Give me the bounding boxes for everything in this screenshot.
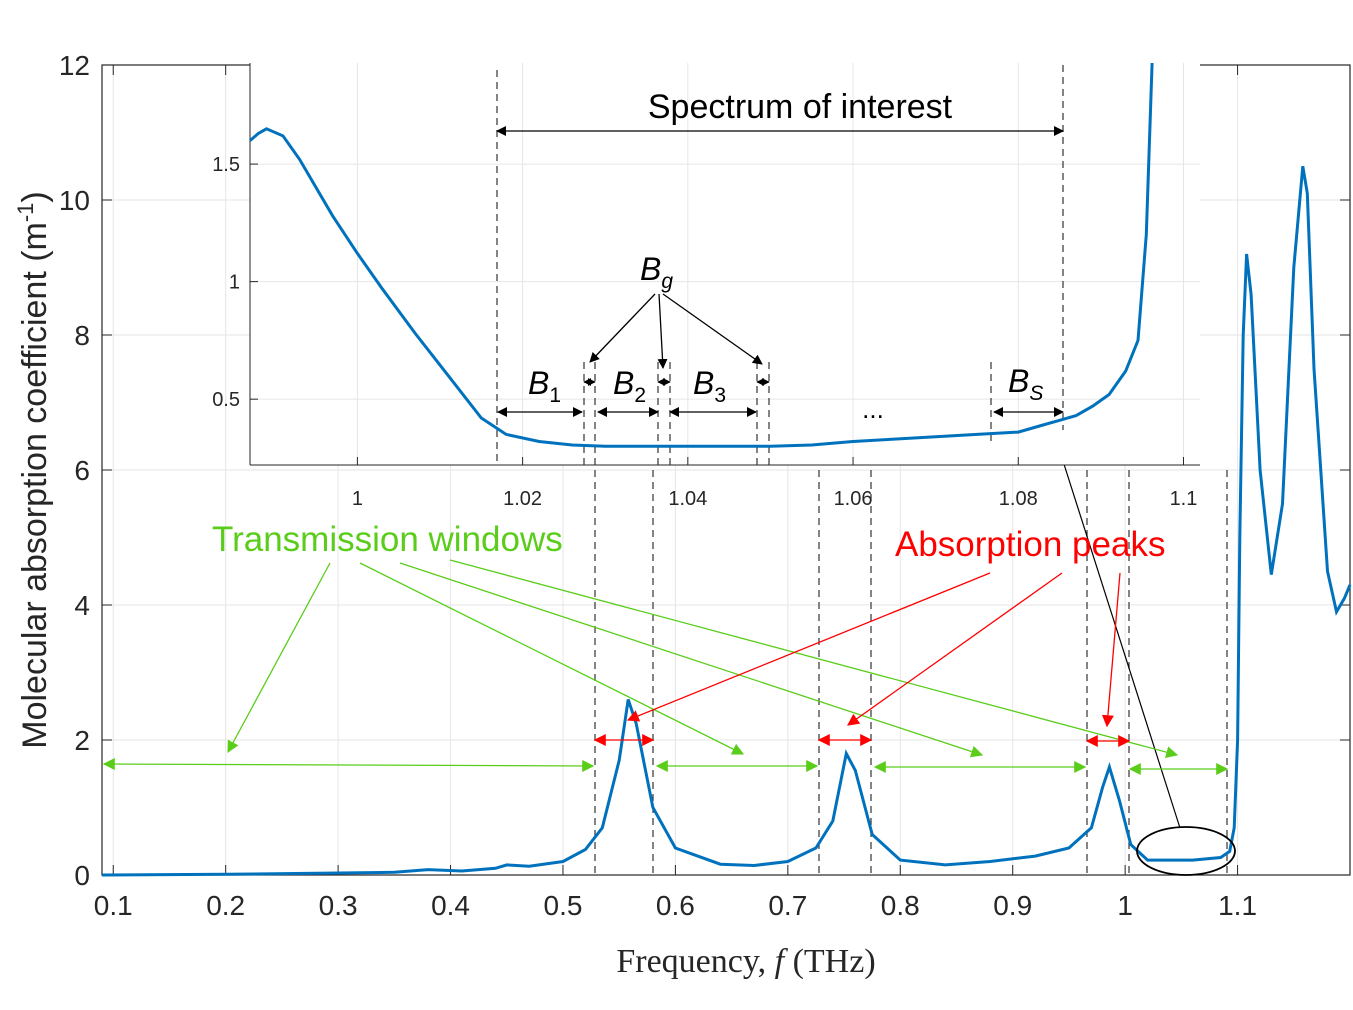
bg-pointer-3 bbox=[662, 293, 763, 365]
main-y-ticks: 0 2 4 6 8 10 12 bbox=[59, 50, 1350, 891]
bg-pointer-1 bbox=[589, 293, 656, 363]
inset-x-tick-label: 1.08 bbox=[999, 488, 1038, 510]
b3-label: B3 bbox=[693, 365, 726, 407]
window-pointer-4 bbox=[449, 559, 1179, 758]
inset-x-tick-label: 1.1 bbox=[1170, 488, 1198, 510]
main-x-tick-label: 0.4 bbox=[431, 890, 470, 921]
main-x-tick-label: 1 bbox=[1117, 890, 1133, 921]
window-pointer-1 bbox=[227, 562, 331, 754]
b2-label: B2 bbox=[613, 365, 646, 407]
transmission-window-arrows bbox=[102, 559, 1229, 775]
inset-y-tick-label: 1 bbox=[229, 272, 240, 294]
bg-pointer-2 bbox=[657, 293, 668, 369]
main-x-tick-label: 0.7 bbox=[768, 890, 807, 921]
main-x-ticks: 0.1 0.2 0.3 0.4 0.5 0.6 0.7 0.8 0.9 1 1.1 bbox=[94, 65, 1257, 921]
main-y-tick-label: 8 bbox=[74, 320, 90, 351]
peak-pointer-2 bbox=[847, 572, 1063, 726]
band-arrows bbox=[497, 293, 1064, 417]
peak-pointer-3 bbox=[1101, 572, 1121, 728]
main-y-tick-label: 2 bbox=[74, 725, 90, 756]
inset-y-tick-label: 0.5 bbox=[212, 389, 240, 411]
inset-chart: 1 1.02 1.04 1.06 1.08 1.1 0.5 1 1.5 Spectrum of… bbox=[212, 62, 1200, 510]
absorption-peak-arrows bbox=[593, 572, 1131, 747]
main-x-tick-label: 1.1 bbox=[1218, 890, 1257, 921]
main-x-tick-label: 0.9 bbox=[993, 890, 1032, 921]
inset-series-line bbox=[249, 62, 1154, 448]
bs-label: BS bbox=[1008, 363, 1043, 405]
main-y-tick-label: 10 bbox=[59, 185, 90, 216]
inset-y-tick-label: 1.5 bbox=[212, 154, 240, 176]
bg-label: Bg bbox=[640, 251, 673, 293]
y-axis-label: Molecular absorption coefficient (m-1) bbox=[13, 191, 54, 749]
main-y-tick-label: 0 bbox=[74, 860, 90, 891]
inset-x-tick-label: 1 bbox=[352, 488, 363, 510]
b1-label: B1 bbox=[528, 365, 561, 407]
inset-x-tick-label: 1.06 bbox=[834, 488, 873, 510]
window-pointer-3 bbox=[399, 562, 984, 758]
absorption-peaks-label: Absorption peaks bbox=[895, 525, 1165, 564]
inset-x-tick-label: 1.02 bbox=[503, 488, 542, 510]
main-x-tick-label: 0.3 bbox=[319, 890, 358, 921]
main-series-line bbox=[101, 166, 1352, 877]
inset-pointer-arrow bbox=[1052, 435, 1181, 829]
main-y-tick-label: 4 bbox=[74, 590, 90, 621]
window-arrow-1 bbox=[102, 758, 595, 772]
inset-title: Spectrum of interest bbox=[648, 88, 953, 126]
ellipsis-label: ... bbox=[862, 394, 884, 424]
inset-grid bbox=[250, 63, 1200, 465]
main-x-tick-label: 0.1 bbox=[94, 890, 133, 921]
window-pointer-2 bbox=[359, 562, 745, 755]
main-x-tick-label: 0.6 bbox=[656, 890, 695, 921]
main-x-tick-label: 0.5 bbox=[544, 890, 583, 921]
transmission-windows-label: Transmission windows bbox=[212, 520, 563, 559]
inset-y-ticks: 0.5 1 1.5 bbox=[212, 154, 258, 411]
spectrum-highlight-ellipse bbox=[1136, 826, 1236, 876]
main-x-tick-label: 0.8 bbox=[881, 890, 920, 921]
main-y-tick-label: 6 bbox=[74, 455, 90, 486]
main-y-tick-label: 12 bbox=[59, 50, 90, 81]
x-axis-label: Frequency, f (THz) bbox=[616, 943, 875, 980]
peak-pointer-1 bbox=[626, 572, 991, 722]
inset-x-ticks: 1 1.02 1.04 1.06 1.08 1.1 bbox=[352, 457, 1198, 510]
inset-x-tick-label: 1.04 bbox=[668, 488, 707, 510]
main-x-tick-label: 0.2 bbox=[206, 890, 245, 921]
